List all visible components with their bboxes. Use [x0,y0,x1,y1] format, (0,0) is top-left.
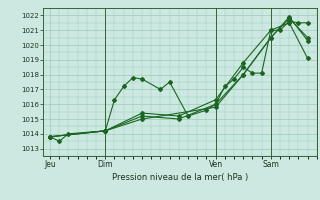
X-axis label: Pression niveau de la mer( hPa ): Pression niveau de la mer( hPa ) [112,173,248,182]
